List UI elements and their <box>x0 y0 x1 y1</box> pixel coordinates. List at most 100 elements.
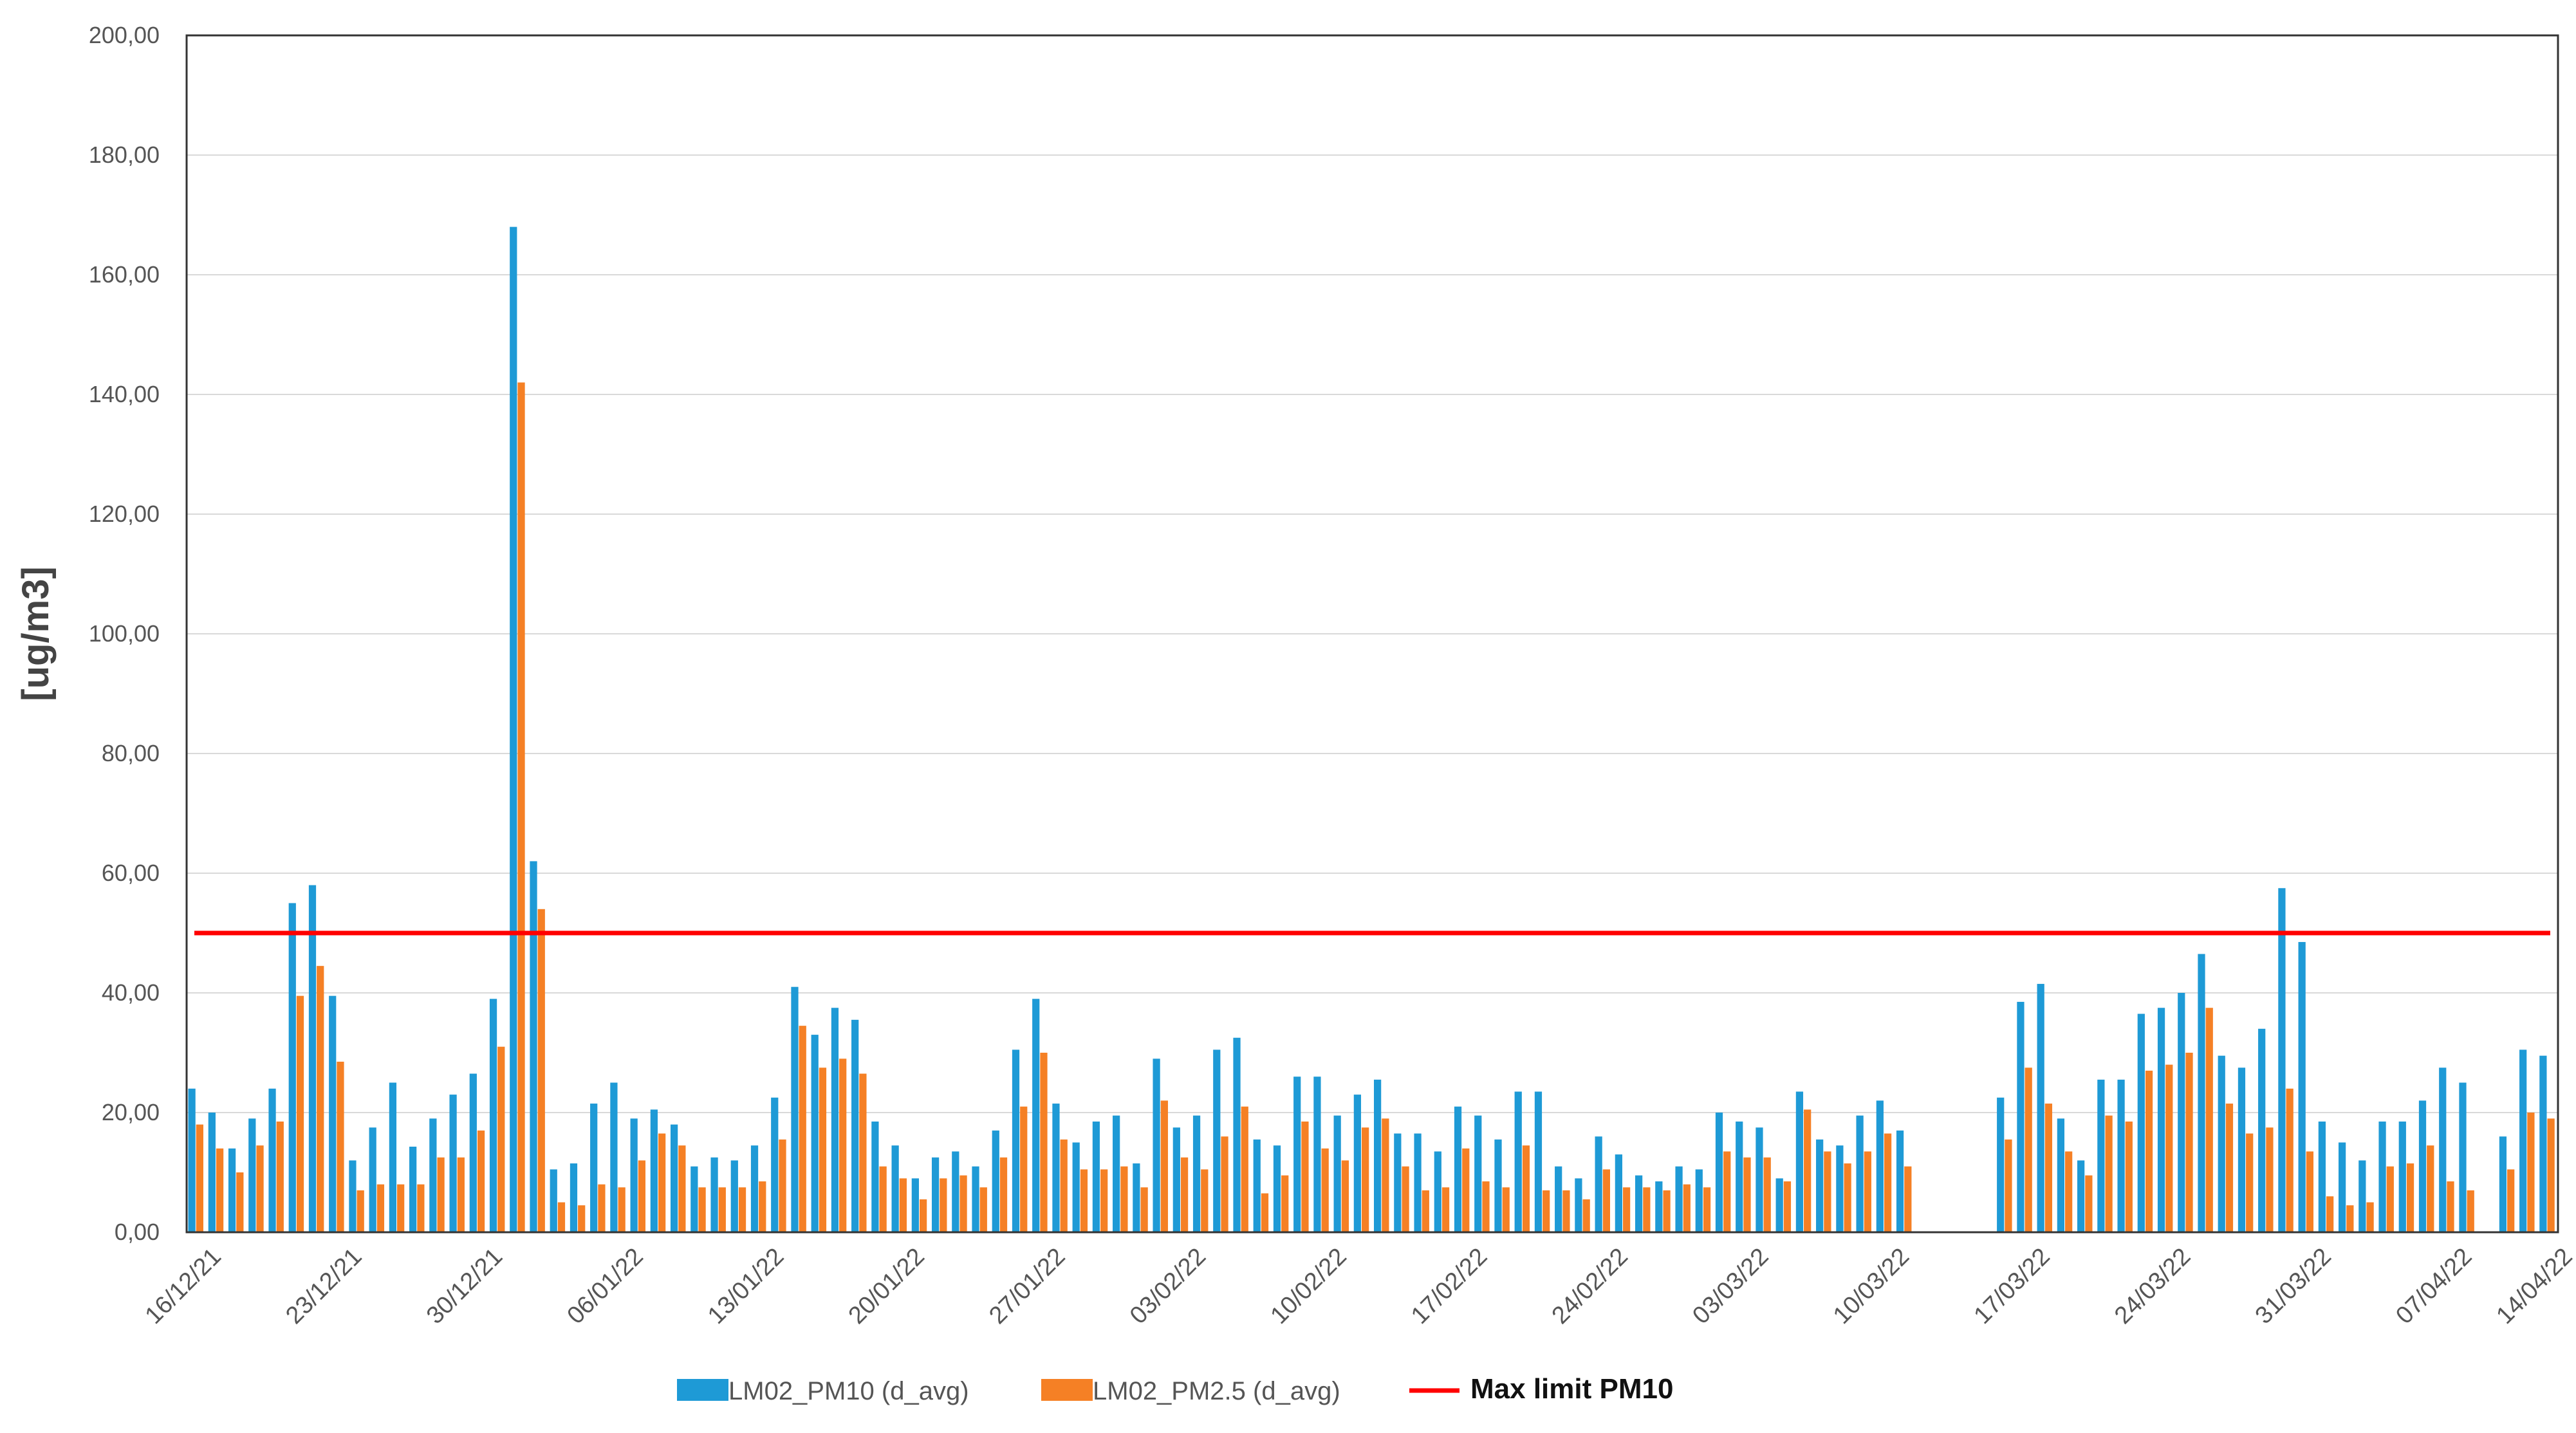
bar-pm10 <box>992 1130 999 1232</box>
bar-pm25 <box>2246 1133 2254 1232</box>
x-tick-label: 17/03/22 <box>1969 1243 2055 1329</box>
bar-pm10 <box>1293 1077 1301 1232</box>
bar-pm10 <box>630 1118 638 1232</box>
bar-pm25 <box>1743 1157 1751 1232</box>
bar-pm25 <box>1602 1169 1610 1232</box>
bar-pm25 <box>1643 1187 1651 1232</box>
legend-item-max-limit: Max limit PM10 <box>1409 1373 1673 1405</box>
bar-pm10 <box>1816 1139 1824 1232</box>
bar-pm25 <box>2025 1068 2032 1232</box>
bar-pm10 <box>489 999 497 1232</box>
bar-pm10 <box>1133 1163 1140 1232</box>
bar-pm25 <box>759 1181 766 1232</box>
x-axis-ticks: 16/12/21 23/12/21 30/12/21 06/01/22 13/01/22… <box>140 1243 2576 1329</box>
bar-pm25 <box>678 1145 686 1232</box>
bar-pm10 <box>1896 1130 1904 1232</box>
bar-pm10 <box>429 1118 437 1232</box>
bar-pm10 <box>2218 1055 2225 1232</box>
bar-pm10 <box>469 1073 477 1232</box>
x-tick-label: 10/02/22 <box>1265 1243 1351 1329</box>
bar-pm25 <box>2386 1166 2394 1232</box>
bar-pm10 <box>1534 1091 1543 1232</box>
bar-pm25 <box>2165 1064 2173 1232</box>
bar-pm10 <box>2017 1001 2025 1232</box>
bar-pm25 <box>1402 1166 1409 1232</box>
bar-pm10 <box>911 1178 919 1232</box>
bar-pm25 <box>598 1184 606 1232</box>
bar-pm25 <box>296 995 304 1232</box>
bar-pm10 <box>329 995 337 1232</box>
bar-pm10 <box>2519 1049 2527 1232</box>
bar-pm25 <box>1180 1157 1189 1232</box>
bar-pm10 <box>1795 1091 1804 1232</box>
bar-pm10 <box>2439 1068 2447 1232</box>
y-tick-label: 80,00 <box>102 740 160 766</box>
x-tick-label: 27/01/22 <box>984 1243 1070 1329</box>
bar-pm10 <box>2318 1121 2326 1232</box>
bar-pm25 <box>196 1124 203 1232</box>
bar-pm10 <box>1434 1151 1441 1232</box>
bar-pm25 <box>959 1175 967 1232</box>
y-tick-label: 120,00 <box>89 501 160 527</box>
bar-pm25 <box>2205 1008 2213 1232</box>
legend-label-pm25: LM02_PM2.5 (d_avg) <box>1093 1377 1340 1405</box>
bar-pm25 <box>2105 1115 2113 1232</box>
bar-pm25 <box>477 1130 485 1232</box>
bar-pm25 <box>1904 1166 1912 1232</box>
bar-pm10 <box>1736 1121 1743 1232</box>
bar-pm10 <box>1514 1091 1522 1232</box>
bar-pm10 <box>1635 1175 1643 1232</box>
legend: LM02_PM10 (d_avg) LM02_PM2.5 (d_avg) Max… <box>677 1373 1673 1405</box>
bar-pm25 <box>1140 1187 1148 1232</box>
bar-pm25 <box>698 1187 706 1232</box>
bar-pm10 <box>1494 1139 1502 1232</box>
bar-pm25 <box>859 1073 867 1232</box>
bar-pm25 <box>1040 1053 1048 1232</box>
bar-pm10 <box>1655 1181 1663 1232</box>
bar-pm10 <box>2198 954 2205 1232</box>
bar-pm10 <box>1675 1166 1683 1232</box>
bar-pm25 <box>537 909 545 1232</box>
bar-pm10 <box>2238 1068 2246 1232</box>
bar-pm10 <box>1615 1154 1622 1232</box>
bar-pm10 <box>2398 1121 2406 1232</box>
y-tick-label: 180,00 <box>89 142 160 168</box>
bar-pm25 <box>2467 1190 2474 1232</box>
bar-pm25 <box>940 1178 947 1232</box>
bar-pm10 <box>2358 1160 2366 1232</box>
bar-pm25 <box>2286 1088 2293 1232</box>
bar-pm25 <box>1422 1190 1429 1232</box>
bar-pm25 <box>357 1190 364 1232</box>
bar-pm10 <box>1373 1079 1382 1232</box>
bar-pm10 <box>1836 1145 1844 1232</box>
bar-pm25 <box>2044 1104 2053 1232</box>
bar-pm10 <box>1253 1139 1261 1232</box>
bar-pm25 <box>2185 1053 2193 1232</box>
bar-pm10 <box>2298 941 2306 1232</box>
bar-pm10 <box>1313 1077 1321 1232</box>
bar-pm25 <box>1824 1151 1831 1232</box>
bar-pm10 <box>2157 1008 2165 1232</box>
bar-pm10 <box>1213 1049 1221 1232</box>
bar-pm10 <box>952 1151 959 1232</box>
bar-pm10 <box>1414 1133 1422 1232</box>
bar-pm25 <box>1864 1151 1871 1232</box>
bar-pm10 <box>590 1104 598 1232</box>
bar-pm25 <box>899 1178 907 1232</box>
bar-pm10 <box>1876 1100 1884 1232</box>
bar-pm10 <box>791 986 799 1232</box>
bar-pm10 <box>2278 888 2286 1232</box>
bar-pm10 <box>308 885 317 1232</box>
bar-pm10 <box>248 1118 256 1232</box>
bar-pm10 <box>871 1121 879 1232</box>
bar-pm10 <box>1012 1049 1020 1232</box>
bar-pm25 <box>1160 1100 1168 1232</box>
bar-pm10 <box>831 1008 839 1232</box>
bar-pm10 <box>710 1157 718 1232</box>
legend-item-pm25: LM02_PM2.5 (d_avg) <box>1041 1377 1340 1405</box>
bar-pm25 <box>1221 1136 1228 1232</box>
bar-pm25 <box>578 1205 586 1232</box>
x-tick-label: 07/04/22 <box>2391 1243 2477 1329</box>
bar-pm10 <box>2378 1121 2386 1232</box>
